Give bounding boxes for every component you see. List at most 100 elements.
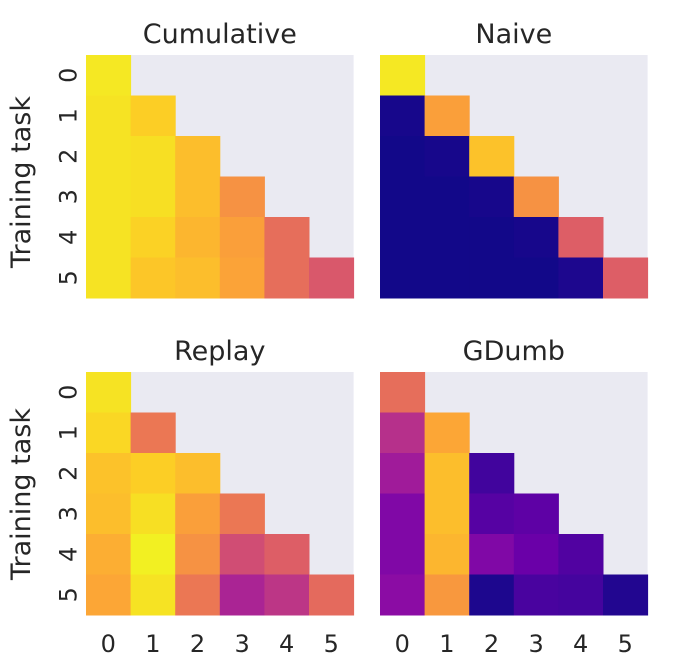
- heatmap-cell: [558, 257, 604, 299]
- x-tick-label: 4: [573, 630, 588, 658]
- heatmap-cell: [86, 176, 132, 218]
- y-tick-label: 5: [54, 587, 82, 602]
- x-tick-label: 4: [279, 630, 294, 658]
- heatmap-cell: [380, 574, 426, 616]
- x-tick-label: 2: [484, 630, 499, 658]
- heatmap-cell: [424, 257, 470, 299]
- heatmap-cell: [513, 493, 559, 535]
- y-tick-label: 2: [54, 149, 82, 164]
- heatmap-cell: [380, 217, 426, 258]
- heatmap-cell: [175, 493, 221, 535]
- heatmap-cell: [424, 176, 470, 218]
- heatmap-cell: [380, 176, 426, 218]
- heatmap-cell: [558, 534, 604, 575]
- heatmap-cell: [309, 257, 355, 299]
- x-tick-label: 2: [190, 630, 205, 658]
- x-tick-label: 0: [101, 630, 116, 658]
- heatmap-cell: [175, 176, 221, 218]
- x-tick-label: 3: [528, 630, 543, 658]
- heatmap-cell: [603, 574, 649, 616]
- heatmap-cell: [86, 217, 132, 258]
- heatmap-cell: [380, 493, 426, 535]
- heatmap-cell: [380, 95, 426, 137]
- heatmap-cell: [513, 217, 559, 258]
- heatmap-cell: [86, 372, 132, 413]
- heatmap-cell: [424, 136, 470, 177]
- heatmap-cell: [86, 55, 132, 96]
- x-tick-label: 5: [324, 630, 339, 658]
- heatmap-cell: [424, 574, 470, 616]
- heatmap-cell: [130, 453, 176, 494]
- heatmap-cell: [469, 534, 515, 575]
- x-tick-label: 5: [618, 630, 633, 658]
- heatmap-cell: [469, 453, 515, 494]
- y-tick-label: 2: [54, 466, 82, 481]
- heatmap-cell: [175, 217, 221, 258]
- y-tick-label: 5: [54, 270, 82, 285]
- heatmap-cell: [130, 176, 176, 218]
- heatmap-cell: [424, 217, 470, 258]
- heatmap-cell: [219, 257, 265, 299]
- y-tick-label: 4: [54, 230, 82, 245]
- heatmap-cell: [380, 372, 426, 413]
- heatmap-cell: [264, 217, 310, 258]
- y-tick-label: 1: [54, 108, 82, 123]
- heatmap-cell: [380, 257, 426, 299]
- heatmap-cell: [513, 257, 559, 299]
- y-tick-label: 4: [54, 547, 82, 562]
- heatmap-cell: [86, 574, 132, 616]
- heatmap-cell: [469, 493, 515, 535]
- y-tick-label: 3: [54, 189, 82, 204]
- heatmap-cell: [175, 453, 221, 494]
- heatmap-cell: [469, 136, 515, 177]
- heatmap-cell: [130, 136, 176, 177]
- panel-title: Replay: [174, 336, 265, 367]
- heatmap-cell: [264, 534, 310, 575]
- heatmap-cell: [130, 493, 176, 535]
- heatmap-cell: [513, 534, 559, 575]
- heatmap-cell: [380, 534, 426, 575]
- x-tick-label: 0: [395, 630, 410, 658]
- heatmap-cell: [219, 534, 265, 575]
- heatmap-panel-cumulative: Cumulative 0 1 2 3 4 5: [54, 19, 355, 299]
- heatmap-cell: [86, 95, 132, 137]
- heatmap-cell: [424, 453, 470, 494]
- heatmap-cell: [380, 136, 426, 177]
- heatmap-cell: [513, 176, 559, 218]
- panel-title: Cumulative: [143, 19, 297, 50]
- heatmap-cell: [264, 574, 310, 616]
- heatmap-cell: [219, 217, 265, 258]
- heatmap-panel-gdumb: GDumb 0 1 2 3 4 5: [380, 336, 649, 658]
- heatmap-cell: [130, 217, 176, 258]
- y-tick-label: 1: [54, 425, 82, 440]
- heatmap-cell: [175, 534, 221, 575]
- heatmap-cell: [424, 493, 470, 535]
- y-tick-label: 0: [54, 385, 82, 400]
- heatmap-cell: [86, 534, 132, 575]
- x-tick-label: 3: [234, 630, 249, 658]
- heatmap-cell: [219, 493, 265, 535]
- heatmap-cell: [86, 412, 132, 454]
- y-tick-label: 3: [54, 506, 82, 521]
- heatmap-cell: [469, 176, 515, 218]
- heatmap-cell: [130, 574, 176, 616]
- heatmap-cell: [130, 534, 176, 575]
- heatmap-panel-naive: Naive: [380, 19, 649, 299]
- heatmap-cell: [219, 574, 265, 616]
- heatmap-cell: [558, 574, 604, 616]
- heatmap-cell: [424, 534, 470, 575]
- heatmap-cell: [603, 257, 649, 299]
- heatmap-cell: [380, 55, 426, 96]
- heatmap-cell: [309, 574, 355, 616]
- heatmap-cell: [264, 257, 310, 299]
- heatmap-cell: [558, 217, 604, 258]
- y-axis-label-bottom: Training task: [6, 408, 37, 581]
- heatmap-cell: [175, 136, 221, 177]
- heatmap-cell: [469, 257, 515, 299]
- y-axis-label-top: Training task: [6, 96, 37, 269]
- heatmap-cell: [86, 136, 132, 177]
- heatmap-cell: [86, 493, 132, 535]
- heatmap-cell: [513, 574, 559, 616]
- y-tick-label: 0: [54, 68, 82, 83]
